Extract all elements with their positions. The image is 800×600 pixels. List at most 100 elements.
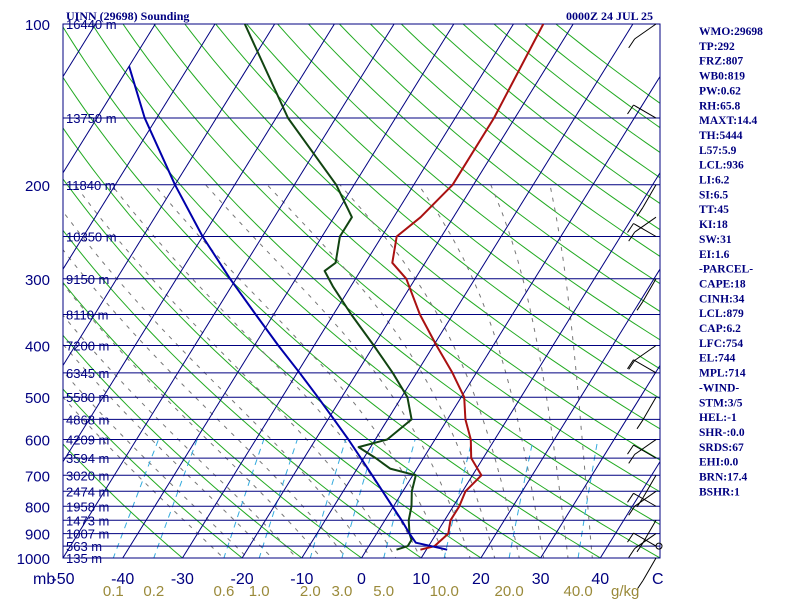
dry-adiabat-line xyxy=(63,26,660,558)
height-label: 2474 m xyxy=(66,484,109,499)
mixing-ratio-unit-label: g/kg xyxy=(611,583,639,600)
moist-adiabat-line xyxy=(63,396,225,558)
pressure-tick-label: 500 xyxy=(25,390,50,407)
sounding-time: 0000Z 24 JUL 25 xyxy=(566,9,653,23)
temperature-tick-label: 10 xyxy=(412,571,430,588)
isotherm-line xyxy=(599,460,660,558)
mixing-ratio-label: 40.0 xyxy=(563,583,592,600)
wind-barb xyxy=(633,223,657,237)
temperature-unit-label: C xyxy=(652,571,664,588)
moist-adiabat-line xyxy=(490,184,569,558)
moist-adiabat-line xyxy=(205,184,471,558)
wind-barb-flag xyxy=(627,493,634,503)
mixing-ratio-line xyxy=(223,439,265,558)
isotherms xyxy=(63,24,660,558)
temperature-tick-label: -30 xyxy=(171,571,194,588)
isotherm-line xyxy=(63,24,276,367)
isotherm-line xyxy=(63,24,216,271)
index-item: EI:1.6 xyxy=(699,249,730,261)
dry-adiabat-line xyxy=(400,24,660,231)
dry-adiabat-line xyxy=(63,281,363,558)
height-labels: 16440 m 13750 m 11840 m 10350 m 9150 m 8110 m… xyxy=(66,17,117,566)
mixing-ratio-labels: 0.1 0.2 0.6 1.0 2.0 3.0 5.0 10.0 20.0 40.0 xyxy=(103,583,593,600)
dry-adiabat-line xyxy=(63,388,243,558)
index-item: BRN:17.4 xyxy=(699,472,747,484)
dry-adiabat-line xyxy=(493,24,660,154)
height-label: 563 m xyxy=(66,539,102,554)
index-item: -WIND- xyxy=(699,382,739,394)
isobars xyxy=(63,23,660,559)
index-item: L57:5.9 xyxy=(699,145,737,157)
height-label: 5580 m xyxy=(66,390,109,405)
index-item: CAPE:18 xyxy=(699,278,746,290)
wind-barb xyxy=(642,397,657,421)
temperature-trace xyxy=(391,24,545,551)
pressure-tick-label: 300 xyxy=(25,272,50,289)
isotherm-line xyxy=(63,24,156,174)
height-label: 4868 m xyxy=(66,412,109,427)
wind-barb xyxy=(642,184,657,208)
isotherm-line xyxy=(480,268,660,558)
height-label: 11840 m xyxy=(66,178,116,193)
pressure-tick-label: 1000 xyxy=(17,551,50,568)
isotherm-line xyxy=(301,24,634,558)
index-item: CAP:6.2 xyxy=(699,323,741,335)
index-item: SHR-:0.0 xyxy=(699,427,745,439)
dry-adiabat-line xyxy=(91,24,660,526)
temperature-tick-label: -40 xyxy=(111,571,134,588)
wind-barb-flag xyxy=(627,223,634,233)
index-item: MAXT:14.4 xyxy=(699,115,757,127)
mixing-ratio-line xyxy=(309,439,347,558)
index-item: HEL:-1 xyxy=(699,412,737,424)
mixing-ratio-label: 20.0 xyxy=(494,583,523,600)
wind-barb-flag xyxy=(636,301,644,311)
moist-adiabat-line xyxy=(111,184,422,558)
wind-barb xyxy=(633,104,657,119)
index-item: RH:65.8 xyxy=(699,100,740,112)
temperature-tick-label: -20 xyxy=(231,571,254,588)
temperature-tick-label: 30 xyxy=(532,571,550,588)
index-item: TH:5444 xyxy=(699,130,743,142)
moist-adiabat-line xyxy=(549,184,593,558)
dry-adiabat-line xyxy=(63,443,184,558)
mixing-ratio-line xyxy=(577,439,599,558)
height-label: 135 m xyxy=(66,551,102,566)
mixing-ratio-label: 10.0 xyxy=(430,583,459,600)
height-label: 6345 m xyxy=(66,366,109,381)
dry-adiabat-line xyxy=(63,127,542,558)
height-label: 1958 m xyxy=(66,499,109,514)
wind-barb xyxy=(633,444,657,459)
wind-barb xyxy=(642,557,657,581)
index-item: PW:0.62 xyxy=(699,85,741,97)
calm-wind-circle xyxy=(655,542,663,550)
mixing-ratio-line xyxy=(508,439,534,558)
index-item: EHI:0.0 xyxy=(699,457,739,469)
dry-adiabat-line xyxy=(63,229,423,558)
pressure-tick-label: 800 xyxy=(25,499,50,516)
wind-barb xyxy=(634,490,657,507)
height-label: 4209 m xyxy=(66,433,109,448)
wind-barb-flag xyxy=(628,505,636,516)
dry-adiabat-line xyxy=(308,24,660,312)
height-label: 1473 m xyxy=(66,513,109,528)
index-item: FRZ:807 xyxy=(699,56,743,68)
mixing-ratio-line xyxy=(112,439,159,558)
mixing-ratio-label: 0.6 xyxy=(213,583,234,600)
temperature-tick-label: -50 xyxy=(51,571,74,588)
pressure-tick-label: 700 xyxy=(25,468,50,485)
height-label: 9150 m xyxy=(66,272,109,287)
index-item: SI:6.5 xyxy=(699,189,728,201)
index-item: EL:744 xyxy=(699,353,736,365)
index-item: SW:31 xyxy=(699,234,732,246)
wind-barb xyxy=(634,216,657,233)
height-label: 7200 m xyxy=(66,339,109,354)
index-item: BSHR:1 xyxy=(699,486,740,498)
dry-adiabat-line xyxy=(122,24,660,493)
isotherm-line xyxy=(63,24,395,558)
dry-adiabat-line xyxy=(339,24,660,285)
pressure-tick-labels: 100 200 300 400 500 600 700 800 900 1000 xyxy=(17,17,50,568)
isotherm-line xyxy=(420,171,660,558)
height-label: 1007 m xyxy=(66,527,109,542)
moist-adiabat-line xyxy=(63,210,372,558)
